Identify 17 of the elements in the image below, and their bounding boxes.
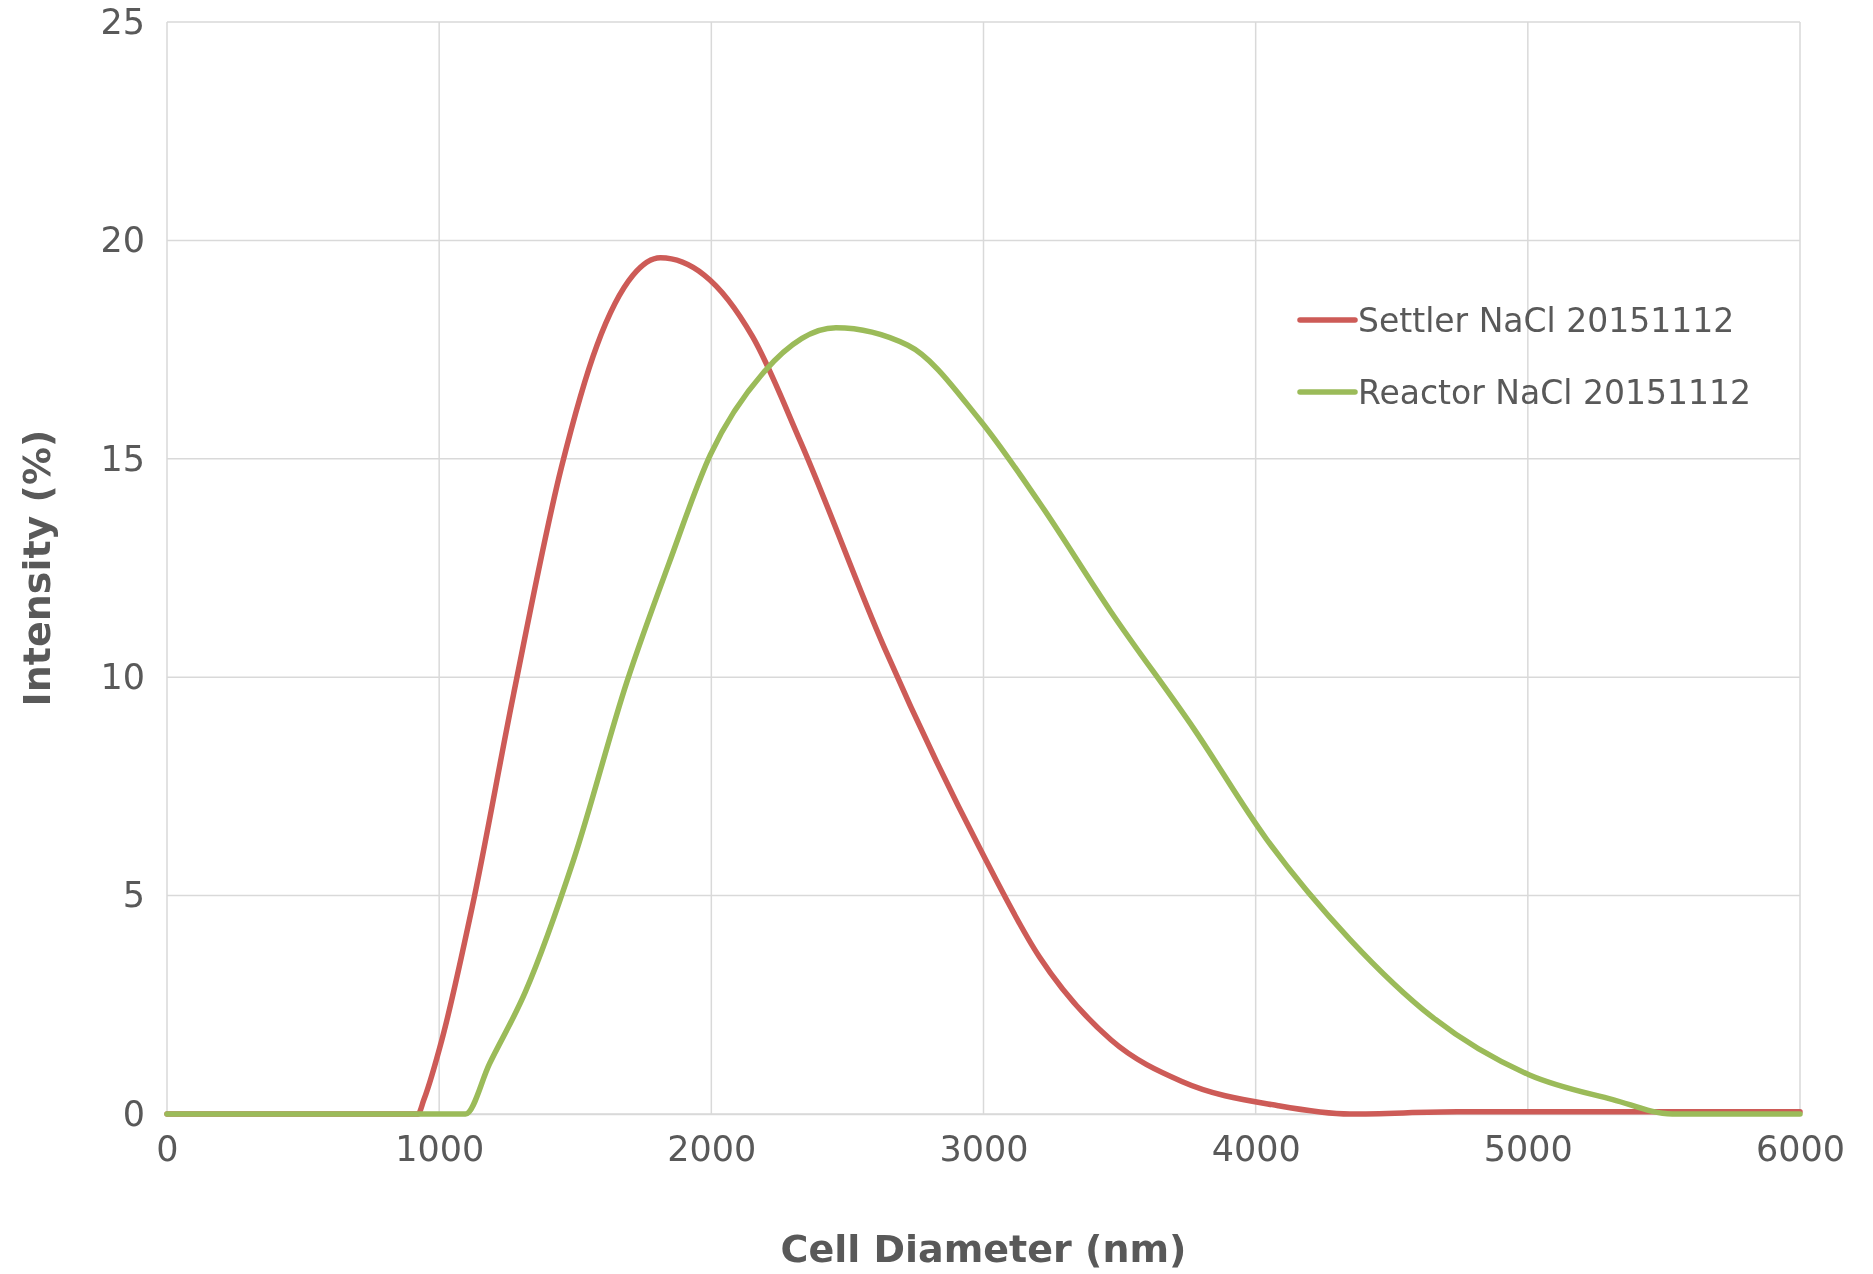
x-tick-label: 4000	[1211, 1128, 1301, 1169]
x-tick-label: 1000	[395, 1128, 485, 1169]
y-axis-title: Intensity (%)	[15, 429, 59, 707]
x-tick-label: 2000	[667, 1128, 757, 1169]
x-tick-label: 6000	[1755, 1128, 1846, 1169]
x-tick-label: 0	[156, 1128, 179, 1169]
y-tick-label: 10	[100, 656, 145, 697]
y-tick-label: 25	[100, 1, 145, 42]
legend-label: Settler NaCl 20151112	[1358, 300, 1735, 340]
y-tick-label: 20	[100, 220, 145, 261]
y-tick-label: 15	[100, 438, 145, 479]
x-tick-label: 5000	[1483, 1128, 1573, 1169]
x-tick-label: 3000	[939, 1128, 1029, 1169]
y-tick-label: 5	[122, 875, 145, 916]
legend-label: Reactor NaCl 20151112	[1358, 372, 1751, 412]
y-tick-label: 0	[122, 1093, 145, 1134]
x-axis-title: Cell Diameter (nm)	[780, 1227, 1187, 1271]
